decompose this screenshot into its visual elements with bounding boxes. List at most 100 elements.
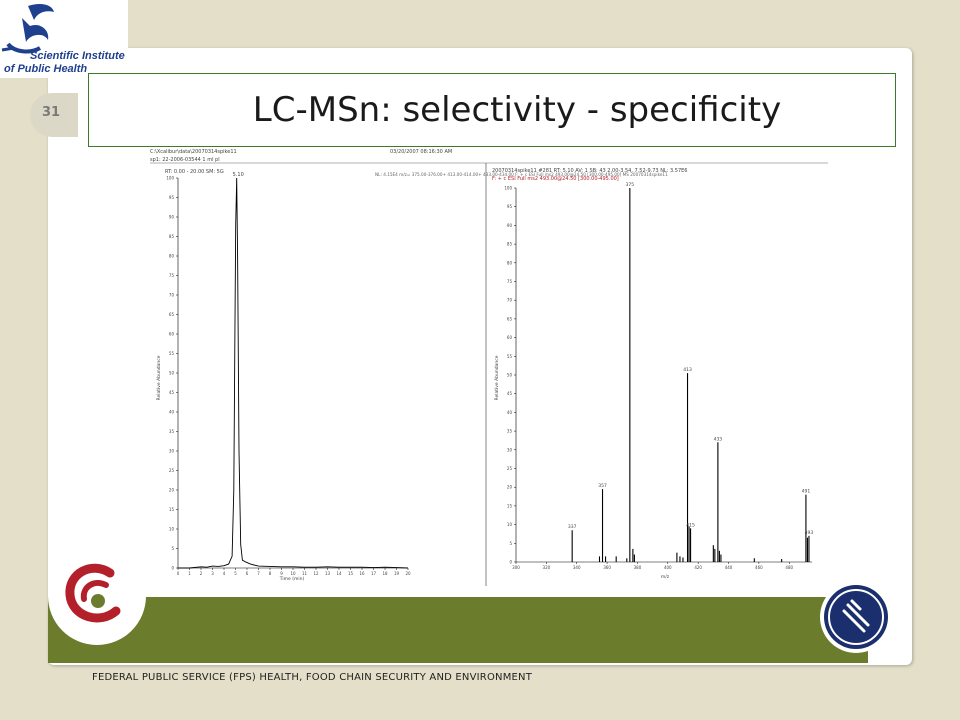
spec-y-tick-label: 15 xyxy=(507,503,513,508)
chrom-x-tick-label: 2 xyxy=(200,571,203,576)
institute-logo-mark xyxy=(1,4,54,54)
right-panel-header: 20070314spike11 #281 RT: 5.10 AV: 1 SB: … xyxy=(492,168,687,174)
chrom-x-tick-label: 17 xyxy=(371,571,377,576)
logo-line-1: Scientific Institute xyxy=(30,50,125,62)
chromatogram-y-axis: 0 5 10 15 20 25 30 35 40 45 50 55 60 65 70 75 80 85 90 95 10… xyxy=(166,176,179,571)
spec-y-tick-label: 65 xyxy=(507,316,513,321)
chrom-y-tick-label: 60 xyxy=(169,332,175,337)
chrom-y-tick-label: 70 xyxy=(169,293,175,298)
spec-x-tick-label: 480 xyxy=(785,565,793,570)
spectrum-y-axis: 0 5 10 15 20 25 30 35 40 45 50 55 60 65 70 75 80 85 90 95 10… xyxy=(504,186,517,565)
ms-figure: C:\Xcalibur\data\20070314spike11 03/20/2… xyxy=(150,149,828,586)
chrom-x-tick-label: 19 xyxy=(394,571,400,576)
chromatogram-x-label: Time (min) xyxy=(279,576,305,582)
chrom-x-tick-label: 7 xyxy=(257,571,260,576)
title-box: LC-MSn: selectivity - specificity xyxy=(88,73,896,147)
chrom-x-tick-label: 5 xyxy=(234,571,237,576)
spec-y-tick-label: 50 xyxy=(507,373,513,378)
spec-y-tick-label: 90 xyxy=(507,223,513,228)
chrom-x-tick-label: 14 xyxy=(336,571,342,576)
chromatogram-y-label: Relative Abundance xyxy=(156,355,162,400)
spec-y-tick-label: 10 xyxy=(507,522,513,527)
slide-title: LC-MSn: selectivity - specificity xyxy=(252,90,782,130)
chrom-y-tick-label: 20 xyxy=(169,488,175,493)
spec-x-tick-label: 460 xyxy=(755,565,763,570)
spec-y-tick-label: 20 xyxy=(507,485,513,490)
chromatogram-x-axis: 0 1 2 3 4 5 6 7 8 9 10 11 12 13 14 15 16 17 18 19 20 xyxy=(177,567,411,576)
slide-number: 31 xyxy=(42,105,61,120)
chrom-y-tick-label: 50 xyxy=(169,371,175,376)
chrom-y-tick-label: 10 xyxy=(169,527,175,532)
chrom-y-tick-label: 5 xyxy=(171,546,174,551)
spec-x-tick-label: 420 xyxy=(694,565,702,570)
chrom-y-tick-label: 80 xyxy=(169,254,175,259)
chromatogram-annotation: NL: 4.15E4 m/z= 375.00-376.00+ 413.00-41… xyxy=(375,172,668,177)
spec-y-tick-label: 0 xyxy=(509,560,512,565)
chrom-y-tick-label: 35 xyxy=(169,429,175,434)
chrom-x-tick-label: 1 xyxy=(188,571,191,576)
logo-line-2: of Public Health xyxy=(4,63,88,75)
spectrum-x-axis: 300 320 340 360 380 400 420 440 460 480 xyxy=(512,561,812,570)
spectrum-peak-label: 357 xyxy=(598,483,607,489)
chrom-y-tick-label: 15 xyxy=(169,507,175,512)
spec-x-tick-label: 340 xyxy=(573,565,581,570)
chrom-x-tick-label: 3 xyxy=(211,571,214,576)
spec-y-tick-label: 25 xyxy=(507,466,513,471)
spec-x-tick-label: 360 xyxy=(603,565,611,570)
spec-y-tick-label: 5 xyxy=(509,541,512,546)
fps-badge xyxy=(820,581,892,653)
spectrum-peak-label: 337 xyxy=(568,524,577,530)
spec-y-tick-label: 60 xyxy=(507,335,513,340)
chrom-x-tick-label: 16 xyxy=(359,571,365,576)
spec-y-tick-label: 100 xyxy=(504,186,512,191)
spec-y-tick-label: 75 xyxy=(507,279,513,284)
chrom-x-tick-label: 4 xyxy=(223,571,226,576)
chrom-y-tick-label: 65 xyxy=(169,312,175,317)
spec-y-tick-label: 40 xyxy=(507,410,513,415)
spectrum-panel: 20070314spike11 #281 RT: 5.10 AV: 1 SB: … xyxy=(492,168,813,580)
chrom-y-tick-label: 45 xyxy=(169,390,175,395)
chrom-y-tick-label: 30 xyxy=(169,449,175,454)
chrom-x-tick-label: 8 xyxy=(269,571,272,576)
spectrum-peak-label: 375 xyxy=(626,182,635,188)
figure-header-left: C:\Xcalibur\data\20070314spike11 xyxy=(150,149,237,155)
fork-badge-icon xyxy=(824,585,888,649)
spec-y-tick-label: 80 xyxy=(507,260,513,265)
institute-logo: Scientific Institute of Public Health xyxy=(0,0,128,78)
chrom-y-tick-label: 85 xyxy=(169,234,175,239)
chrom-x-tick-label: 13 xyxy=(325,571,331,576)
slide-number-tab xyxy=(30,93,78,137)
chrom-x-tick-label: 12 xyxy=(313,571,319,576)
spec-y-tick-label: 85 xyxy=(507,242,513,247)
chrom-x-tick-label: 9 xyxy=(280,571,283,576)
spec-y-tick-label: 45 xyxy=(507,391,513,396)
chrom-x-tick-label: 15 xyxy=(348,571,354,576)
chrom-x-tick-label: 11 xyxy=(302,571,308,576)
spec-x-tick-label: 300 xyxy=(512,565,520,570)
spec-y-tick-label: 55 xyxy=(507,354,513,359)
chrom-y-tick-label: 90 xyxy=(169,215,175,220)
spec-x-tick-label: 440 xyxy=(725,565,733,570)
spec-y-tick-label: 95 xyxy=(507,204,513,209)
figure-header-right: 03/20/2007 08:16:30 AM xyxy=(390,149,452,155)
spectrum-y-label: Relative Abundance xyxy=(494,355,500,400)
chromatogram-trace xyxy=(178,177,409,569)
spec-x-tick-label: 380 xyxy=(634,565,642,570)
right-panel-header-2: F: + c ESI Full ms2 493.00@24.50 [300.00… xyxy=(492,176,619,182)
spectrum-peak-label: 415 xyxy=(686,522,695,528)
chrom-y-tick-label: 40 xyxy=(169,410,175,415)
chromatogram-peak-label: 5.10 xyxy=(233,172,244,178)
spectrum-peak-label: 433 xyxy=(714,436,723,442)
chrom-y-tick-label: 100 xyxy=(166,176,174,181)
left-panel-header: RT: 0.00 - 20.00 SM: 5G xyxy=(165,169,224,175)
swirl-logo xyxy=(48,547,146,645)
spec-x-tick-label: 400 xyxy=(664,565,672,570)
figure-header-left-2: sp1: 22-2006-03544 1 ml pl xyxy=(150,157,220,163)
chrom-y-tick-label: 0 xyxy=(171,566,174,571)
chrom-x-tick-label: 18 xyxy=(382,571,388,576)
spec-y-tick-label: 35 xyxy=(507,429,513,434)
spectrum-peak-label: 493 xyxy=(805,530,814,536)
spec-x-tick-label: 320 xyxy=(543,565,551,570)
spectrum-peak-label: 413 xyxy=(683,367,692,373)
chrom-y-tick-label: 95 xyxy=(169,195,175,200)
